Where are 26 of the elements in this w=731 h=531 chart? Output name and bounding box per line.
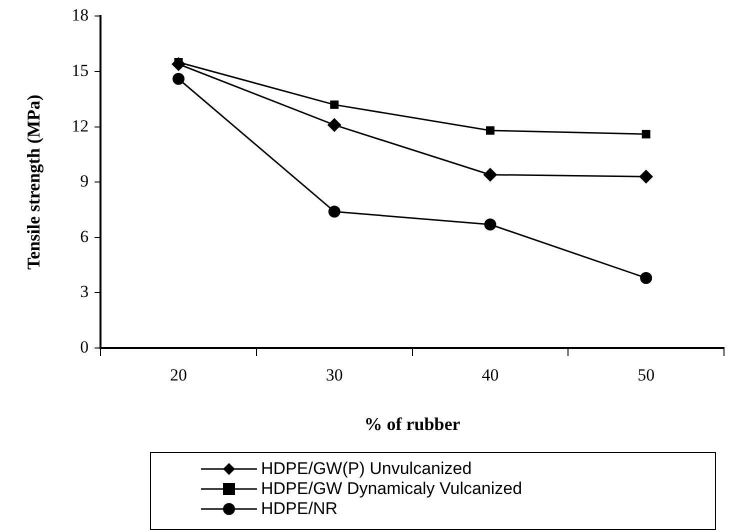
point (172, 72, 185, 85)
point (330, 100, 339, 109)
point (486, 126, 494, 135)
point (642, 130, 650, 138)
y-tick-label: 15 (72, 60, 89, 80)
point (328, 206, 340, 218)
x-tick-label: 30 (326, 366, 343, 385)
point (640, 272, 652, 284)
legend-label: HDPE/GW(P) Unvulcanized (261, 459, 472, 479)
point (484, 218, 496, 230)
y-axis-title: Tensile strength (MPa) (23, 94, 44, 270)
point (639, 170, 654, 184)
y-tick-label: 18 (72, 6, 89, 25)
x-tick-label: 40 (482, 366, 499, 385)
y-tick-label: 3 (80, 282, 89, 302)
legend-label: HDPE/NR (261, 499, 338, 519)
x-tick-label: 50 (638, 366, 655, 385)
x-tick-label: 20 (170, 366, 188, 385)
y-tick-label: 12 (72, 116, 89, 136)
point (327, 118, 342, 132)
y-tick-label: 9 (80, 172, 89, 191)
x-axis-title: % of rubber (364, 414, 460, 434)
point (483, 168, 498, 182)
y-tick-label: 0 (80, 337, 89, 356)
y-tick-label: 6 (80, 226, 89, 246)
legend-label: HDPE/GW Dynamicaly Vulcanized (261, 479, 522, 499)
